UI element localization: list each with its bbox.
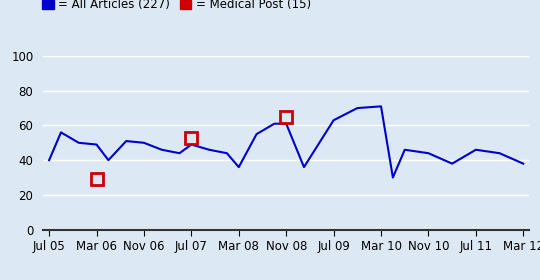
Legend: = All Articles (227), = Medical Post (15): = All Articles (227), = Medical Post (15… [39,0,314,14]
